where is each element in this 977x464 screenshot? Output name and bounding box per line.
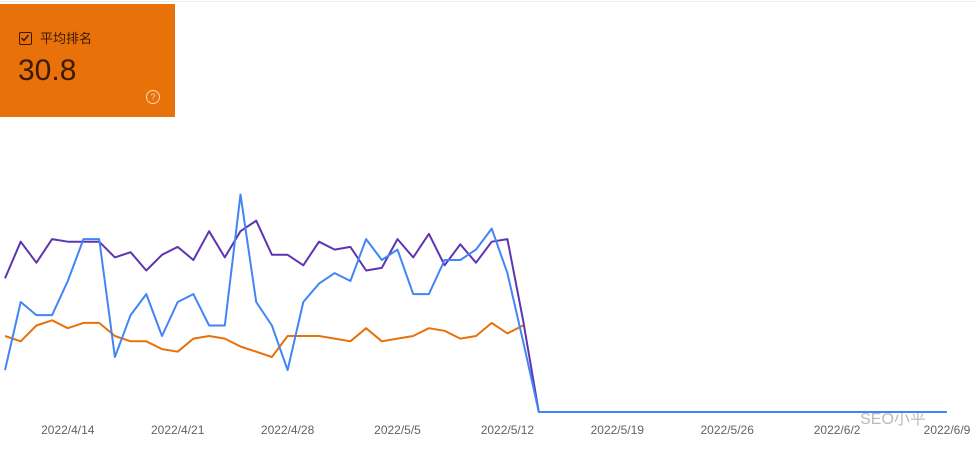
x-tick-label: 2022/5/12 xyxy=(481,423,535,437)
help-icon[interactable]: ? xyxy=(146,90,160,104)
x-tick-label: 2022/5/26 xyxy=(701,423,755,437)
checkbox[interactable] xyxy=(19,32,32,45)
x-tick-label: 2022/6/9 xyxy=(924,423,971,437)
metric-card[interactable]: 平均排名 30.8 ? xyxy=(0,4,175,117)
series-line xyxy=(4,319,524,358)
x-tick-label: 2022/5/5 xyxy=(374,423,421,437)
x-tick-label: 2022/4/28 xyxy=(261,423,315,437)
metric-label: 平均排名 xyxy=(40,31,93,46)
x-tick-label: 2022/4/14 xyxy=(41,423,95,437)
series-line xyxy=(4,193,947,413)
x-tick-label: 2022/6/2 xyxy=(814,423,861,437)
x-tick-label: 2022/5/19 xyxy=(591,423,645,437)
x-tick-label: 2022/4/21 xyxy=(151,423,205,437)
watermark: SEO小平 xyxy=(860,410,926,428)
metric-value: 30.8 xyxy=(18,54,77,87)
